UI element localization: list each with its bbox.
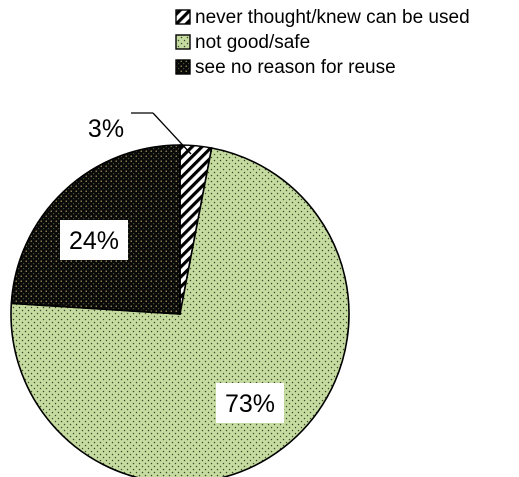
leader-line-3pct-diag (152, 112, 192, 155)
legend-swatch (175, 59, 191, 75)
data-labels: 3% 73% 24% (60, 115, 284, 423)
legend-swatch (175, 9, 191, 25)
data-label-73pct: 73% (216, 383, 284, 423)
pie-slices (10, 144, 350, 477)
data-label-73pct-text: 73% (225, 390, 275, 418)
data-label-24pct-box (60, 220, 128, 260)
legend-item-not-good-safe: not good/safe (175, 32, 310, 53)
legend-label: see no reason for reuse (195, 57, 396, 78)
legend-item-never-thought: never thought/knew can be used (175, 7, 470, 28)
legend: never thought/knew can be used not good/s… (175, 7, 470, 78)
legend-label: not good/safe (195, 32, 310, 53)
data-label-3pct: 3% (88, 115, 124, 143)
data-label-24pct: 24% (60, 220, 128, 260)
legend-label: never thought/knew can be used (195, 7, 470, 28)
data-label-24pct-text: 24% (69, 227, 119, 255)
data-label-73pct-box (216, 383, 284, 423)
legend-item-see-no-reason: see no reason for reuse (175, 57, 396, 78)
data-label-3pct-text: 3% (88, 115, 124, 143)
legend-swatch (175, 34, 191, 50)
